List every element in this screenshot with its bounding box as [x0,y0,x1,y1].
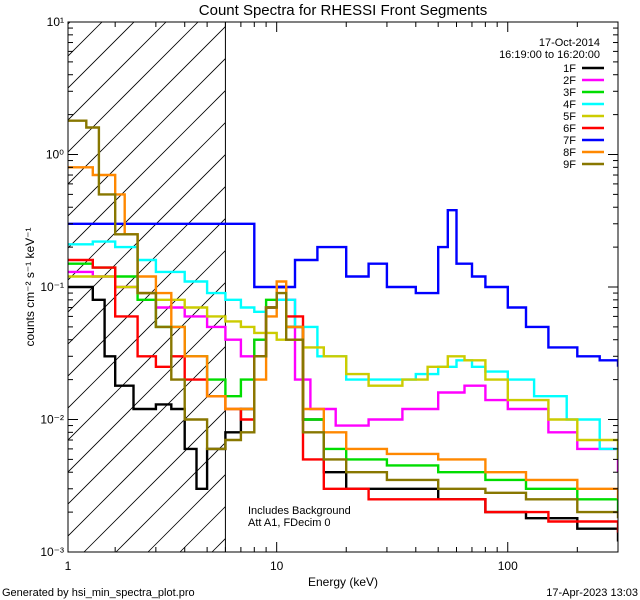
axis-ticks [68,21,619,553]
y-tick-label: 10⁰ [46,148,64,162]
time-range: 16:19:00 to 16:20:00 [499,49,600,61]
hatch-line [68,22,167,121]
hatch-line [68,58,226,217]
hatch-line [68,378,226,537]
x-tick-label: 100 [498,559,518,573]
legend-label-5f: 5F [563,111,576,123]
legend-label-8f: 8F [563,147,576,159]
hatch-line [83,410,226,552]
legend-label-4f: 4F [563,99,576,111]
annotation-background: Includes Background [248,505,351,517]
annotation-attenuator: Att A1, FDecim 0 [248,517,331,529]
hatch-line [68,22,135,89]
series-line-9f [68,119,618,519]
hatch-line [68,22,199,153]
hatch-line [244,0,640,552]
hatch-line [68,122,226,281]
legend-label-2f: 2F [563,75,576,87]
observation-date: 17-Oct-2014 [539,37,600,49]
chart-title: Count Spectra for RHESSI Front Segments [199,2,487,19]
series-line-3f [68,262,618,513]
hatch-line [68,90,226,249]
legend-label-7f: 7F [563,135,576,147]
y-tick-label: 10¹ [47,15,64,29]
legend-label-1f: 1F [563,63,576,75]
legend-label-3f: 3F [563,87,576,99]
hatch-line [68,186,226,345]
x-tick-label: 10 [270,559,284,573]
hatch-line [115,442,226,552]
footer-timestamp: 17-Apr-2023 13:03 [546,587,638,599]
y-axis-label: counts cm⁻² s⁻¹ keV⁻¹ [23,227,37,346]
hatch-line [276,0,640,552]
series-line-4f [68,240,618,460]
footer-generated-by: Generated by hsi_min_spectra_plot.pro [2,587,195,599]
hatch-line [68,154,226,313]
y-tick-label: 10⁻² [40,413,64,427]
series-line-2f [68,270,618,473]
x-axis-label: Energy (keV) [308,575,378,589]
hatch-line [68,314,226,473]
hatch-line [68,346,226,505]
hatch-line [68,26,226,185]
y-tick-label: 10⁻¹ [40,280,64,294]
legend-label-6f: 6F [563,123,576,135]
legend-label-9f: 9F [563,159,576,171]
series-line-7f [68,209,618,367]
x-tick-labels: 1 10 100 [65,559,518,573]
hatch-line [340,0,640,552]
y-tick-label: 10⁻³ [40,545,64,559]
y-tick-labels: 10⁻³ 10⁻² 10⁻¹ 10⁰ 10¹ [40,15,64,559]
x-tick-label: 1 [65,559,72,573]
hatch-line [68,250,226,409]
series-layer [68,22,618,552]
